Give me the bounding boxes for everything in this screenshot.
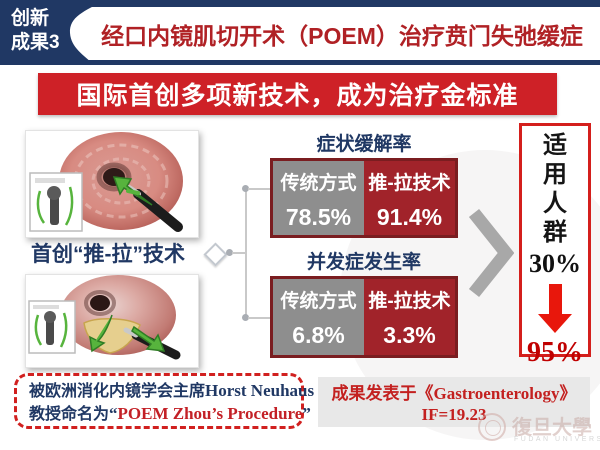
table2-traditional-header: 传统方式 <box>280 291 357 312</box>
symptom-relief-table: 传统方式 78.5% 推-拉技术 91.4% <box>270 158 458 238</box>
complication-rate-table: 传统方式 6.8% 推-拉技术 3.3% <box>270 276 458 358</box>
connector-line-mid <box>232 252 246 254</box>
publication-cn: 成果发表于 <box>331 384 417 403</box>
push-pull-caption: 首创“推-拉”技术 <box>31 243 185 266</box>
chevron-right-icon <box>468 208 514 298</box>
procedure-naming-box: 被欧洲消化内镜学会主席Horst Neuhaus 教授命名为“POEM Zhou… <box>14 373 314 429</box>
publication-journal: 《Gastroenterology》 <box>416 384 577 403</box>
publication-box: 成果发表于《Gastroenterology》 IF=19.23 <box>318 377 590 427</box>
table1-pushpull-header: 推-拉技术 <box>368 173 451 194</box>
publication-line1: 成果发表于《Gastroenterology》 <box>332 379 577 404</box>
naming-line2-cn: 教授命名为 <box>29 406 110 423</box>
table2-pushpull-header: 推-拉技术 <box>368 291 451 312</box>
header-divider <box>0 60 600 65</box>
table2-pushpull-cell: 推-拉技术 3.3% <box>364 279 455 355</box>
page-title: 经口内镜肌切开术（POEM）治疗贲门失弛缓症 <box>101 23 583 49</box>
table2-traditional-cell: 传统方式 6.8% <box>273 279 364 355</box>
green-arrow-downright-icon <box>131 325 166 352</box>
endoscopy-image-2 <box>25 274 199 368</box>
connector-line-bottom <box>248 317 270 319</box>
badge-line2: 成果3 <box>11 32 60 53</box>
naming-line1-cn: 被欧洲消化内镜学会主席 <box>29 383 206 400</box>
connector-dot-top <box>242 185 249 192</box>
device-inset-1 <box>29 172 83 232</box>
device-inset-2 <box>28 300 76 354</box>
endoscopy-image-1 <box>25 130 199 238</box>
symptom-relief-group: 症状缓解率 传统方式 78.5% 推-拉技术 91.4% <box>270 129 458 238</box>
table2-title: 并发症发生率 <box>306 252 421 273</box>
down-arrow-icon <box>538 284 572 333</box>
badge-line1: 创新 <box>11 8 50 29</box>
naming-line1-en: Horst Neuhaus <box>205 381 315 400</box>
table2-pushpull-value: 3.3% <box>383 322 436 348</box>
naming-line1: 被欧洲消化内镜学会主席Horst Neuhaus <box>29 380 314 403</box>
publication-impact-factor: IF=19.23 <box>421 405 487 424</box>
panel-char-2: 用 <box>543 161 567 188</box>
headline-banner: 国际首创多项新技术，成为治疗金标准 <box>38 73 557 115</box>
panel-char-1: 适 <box>543 132 567 159</box>
connector-line-vertical <box>245 188 247 318</box>
population-start-value: 30% <box>529 249 581 278</box>
table1-traditional-value: 78.5% <box>285 204 352 230</box>
table1-traditional-cell: 传统方式 78.5% <box>273 161 364 235</box>
connector-dot-bottom <box>242 314 249 321</box>
university-name-en: FUDAN UNIVERSITY <box>514 436 600 443</box>
naming-line2-en: POEM Zhou’s Procedure <box>117 404 303 423</box>
top-navy-bar <box>0 0 600 7</box>
quote-open: “ <box>109 404 118 423</box>
endoscopy-lumen-illustration-1 <box>29 132 183 232</box>
table2-traditional-value: 6.8% <box>292 322 345 348</box>
connector-dot-mid <box>226 249 233 256</box>
badge-shape <box>0 0 106 64</box>
fudan-university-watermark: 復旦大學 FUDAN UNIVERSITY <box>478 411 600 449</box>
quote-close: ” <box>302 404 311 423</box>
panel-char-4: 群 <box>543 219 567 246</box>
table1-traditional-header: 传统方式 <box>280 173 357 194</box>
connector-line-top <box>248 188 270 190</box>
complication-rate-group: 并发症发生率 传统方式 6.8% 推-拉技术 3.3% <box>270 247 458 358</box>
table1-title: 症状缓解率 <box>316 134 412 155</box>
endoscopy-lumen-illustration-2 <box>28 275 181 360</box>
table1-pushpull-value: 91.4% <box>376 204 443 230</box>
naming-line2: 教授命名为“POEM Zhou’s Procedure” <box>29 403 311 426</box>
population-end-value: 95% <box>527 337 583 368</box>
green-arrow-downleft-icon <box>89 314 113 353</box>
university-seal-icon <box>478 413 506 441</box>
university-name-cn: 復旦大學 <box>512 417 592 439</box>
table1-pushpull-cell: 推-拉技术 91.4% <box>364 161 455 235</box>
applicable-population-panel: 适 用 人 群 30% 95% <box>519 123 591 368</box>
panel-char-3: 人 <box>543 190 567 217</box>
